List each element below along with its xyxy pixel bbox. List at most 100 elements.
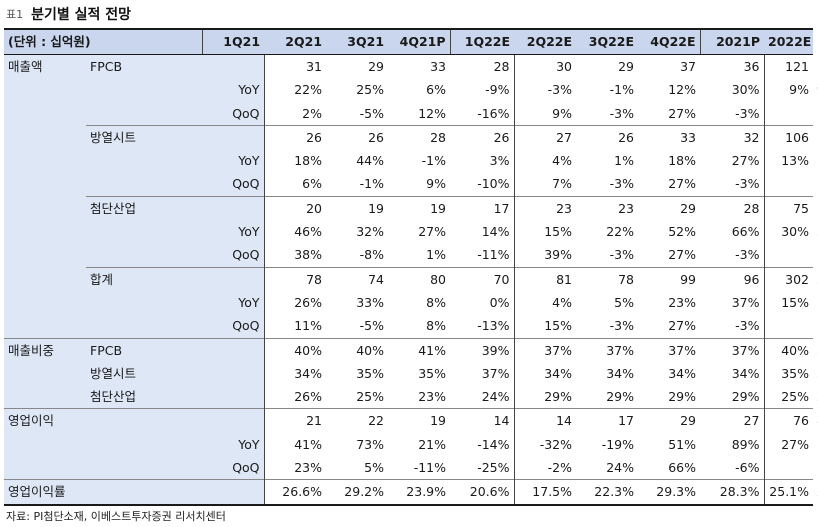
- table-cell: 32: [700, 124, 765, 150]
- table-cell: 29: [576, 54, 639, 79]
- table-row: 합계7874807081789996302354: [4, 266, 818, 291]
- table-cell: 27%: [418, 224, 447, 240]
- table-cell: -1%: [421, 153, 447, 169]
- table-cell: 27%: [668, 318, 697, 334]
- table-cell: 25.1%: [763, 479, 814, 506]
- table-cell: [763, 101, 814, 126]
- row-item-label: [86, 78, 152, 102]
- table-cell: 1%: [614, 153, 635, 169]
- table-cell: 23: [513, 195, 577, 221]
- row-group-label: [4, 172, 86, 197]
- table-cell: 35%: [763, 361, 814, 386]
- table-cell: -3%: [735, 105, 760, 121]
- table-cell: [763, 314, 814, 339]
- table-cell: -9%: [485, 82, 510, 98]
- table-cell: 37%: [513, 337, 577, 362]
- column-header: 2022E: [764, 28, 814, 55]
- row-item-label: 첨단산업: [86, 195, 152, 221]
- label-spacer: [152, 243, 203, 268]
- table-cell: 27%: [668, 105, 697, 121]
- table-cell: 26%: [263, 385, 327, 409]
- table-cell: 37: [638, 54, 701, 79]
- table-cell: 35%: [418, 365, 447, 381]
- table-cell: [763, 243, 814, 268]
- table-cell: 27: [700, 408, 765, 433]
- table-cell: 26: [450, 124, 515, 150]
- table-cell: 66%: [731, 224, 760, 240]
- table-cell: 12%: [668, 82, 697, 98]
- table-cell: 18%: [263, 149, 327, 173]
- earnings-forecast-table: (단위 : 십억원) 1Q21 2Q21 3Q21 4Q21P 1Q22E 2Q…: [4, 28, 818, 506]
- row-metric-label: YoY: [202, 149, 265, 173]
- table-cell: 2%: [263, 101, 327, 126]
- table-row: QoQ 11% -5% 8% -13% 15% -3% 27% -3%: [4, 314, 814, 339]
- header-row: (단위 : 십억원) 1Q21 2Q21 3Q21 4Q21P 1Q22E 2Q…: [4, 28, 814, 55]
- row-metric-label: [202, 54, 265, 79]
- table-cell: 27%: [763, 432, 814, 457]
- table-cell: 40%: [763, 337, 814, 362]
- table-cell: 40%: [326, 337, 389, 362]
- label-spacer: [152, 172, 203, 197]
- label-spacer: [152, 408, 203, 433]
- table-cell: 26: [263, 124, 327, 150]
- column-header: 1Q21: [201, 28, 265, 55]
- table-row: 영업이익21221914141729277688: [4, 408, 818, 433]
- table-cell: 21%: [418, 436, 447, 452]
- table-cell: 5%: [614, 294, 635, 310]
- row-item-label: 첨단산업: [86, 385, 152, 409]
- table-cell: 11%: [263, 314, 327, 339]
- table-cell: 28.3%: [700, 479, 765, 506]
- table-cell: 27: [513, 124, 577, 150]
- row-metric-label: [202, 195, 265, 221]
- table-cell: 12%: [418, 105, 447, 121]
- table-cell: -5%: [359, 318, 385, 334]
- table-cell: 19: [388, 408, 451, 433]
- table-cell: 29: [638, 195, 701, 221]
- table-cell: -25%: [477, 460, 510, 476]
- table-cell: 21: [263, 408, 327, 433]
- table-cell: 36: [700, 54, 765, 79]
- row-group-label: [4, 385, 86, 409]
- table-cell: 14: [513, 408, 577, 433]
- table-cell: 44%: [356, 153, 385, 169]
- table-cell: -3%: [609, 247, 635, 263]
- label-spacer: [152, 385, 203, 409]
- table-cell: 81: [513, 266, 577, 291]
- table-row: 첨단산업201919172323292875102: [4, 195, 818, 221]
- row-metric-label: QoQ: [202, 101, 265, 126]
- table-cell: 30: [513, 54, 577, 79]
- table-cell: 29: [326, 54, 389, 79]
- label-spacer: [152, 361, 203, 386]
- row-item-label: [86, 408, 152, 433]
- table-cell: 33%: [356, 294, 385, 310]
- table-cell: 22: [326, 408, 389, 433]
- table-cell: 302: [763, 266, 814, 291]
- table-cell: 73%: [356, 436, 385, 452]
- table-cell: -19%: [601, 436, 635, 452]
- row-metric-label: QoQ: [202, 456, 265, 480]
- table-cell: 28: [450, 54, 515, 79]
- table-cell: 15%: [763, 290, 814, 315]
- table-cell: 37%: [700, 337, 765, 362]
- table-cell: 6%: [263, 172, 327, 197]
- row-group-label: [4, 149, 86, 173]
- table-cell: 34%: [668, 365, 697, 381]
- table-cell: -3%: [513, 78, 577, 102]
- table-cell: [763, 172, 814, 197]
- table-cell: 22%: [606, 224, 635, 240]
- table-cell: 121: [763, 54, 814, 79]
- table-cell: 25%: [763, 385, 814, 409]
- table-cell: -3%: [609, 176, 635, 192]
- table-cell: 14: [450, 408, 515, 433]
- table-cell: 28: [388, 124, 451, 150]
- row-metric-label: YoY: [202, 220, 265, 244]
- table-cell: 26%: [263, 290, 327, 315]
- table-cell: 70: [450, 266, 515, 291]
- table-cell: -3%: [735, 247, 760, 263]
- table-cell: 24%: [606, 460, 635, 476]
- table-cell: -3%: [735, 176, 760, 192]
- column-header: 3Q21: [326, 28, 389, 55]
